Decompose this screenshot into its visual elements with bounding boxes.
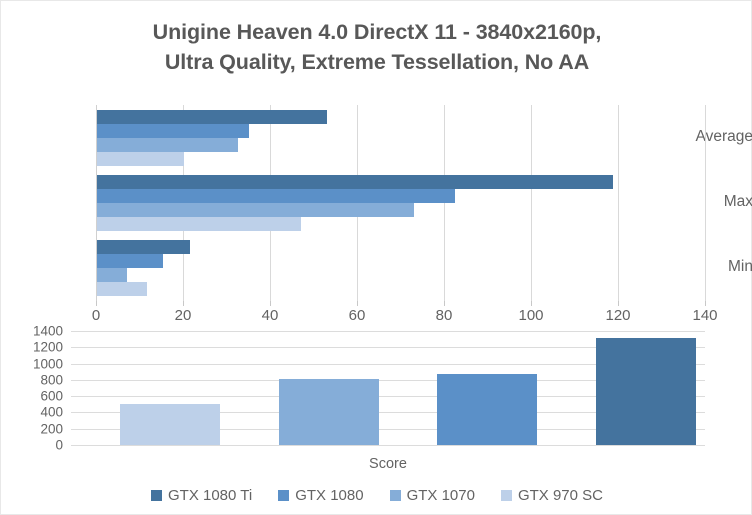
score-plot-area (71, 331, 705, 446)
fps-bar (97, 217, 302, 231)
score-bar (437, 373, 538, 445)
x-tickmark (270, 301, 271, 306)
fps-bar-panel: Average Max Min (1, 105, 752, 301)
x-tick-label: 40 (261, 307, 279, 324)
fps-category-label: Min (728, 258, 752, 276)
chart-title: Unigine Heaven 4.0 DirectX 11 - 3840x216… (1, 17, 752, 77)
score-y-tick-label: 1000 (32, 356, 63, 372)
fps-bar (97, 109, 327, 124)
score-y-axis: 1400 1200 1000 800 600 400 200 0 (1, 324, 63, 456)
x-tickmark (96, 301, 97, 306)
score-axis-title: Score (369, 456, 407, 472)
x-tickmark (444, 301, 445, 306)
legend-label: GTX 970 SC (517, 487, 603, 504)
gridline-horizontal (71, 445, 705, 446)
x-tickmark (357, 301, 358, 306)
fps-bar (97, 175, 613, 189)
gridline-vertical (705, 105, 706, 301)
legend-swatch-icon (150, 490, 162, 501)
score-y-tick-label: 400 (40, 404, 63, 420)
gridline-horizontal (71, 396, 705, 398)
score-y-tick-label: 200 (40, 421, 63, 437)
score-bar (120, 404, 221, 445)
gridline-horizontal (71, 331, 705, 332)
fps-bar (97, 189, 456, 203)
gridline-horizontal (71, 363, 705, 365)
chart-legend: GTX 1080 Ti GTX 1080 GTX 1070 GTX 970 SC (1, 487, 752, 504)
x-tickmark (183, 301, 184, 306)
score-bar (595, 338, 696, 445)
fps-bar (97, 137, 238, 152)
gridline-horizontal (71, 412, 705, 414)
score-y-tick-label: 1200 (32, 339, 63, 355)
gridline-vertical (618, 105, 619, 301)
x-tick-label: 140 (692, 307, 718, 324)
fps-bar (97, 268, 128, 283)
score-bar-panel: 1400 1200 1000 800 600 400 200 0 Score (1, 324, 752, 472)
legend-item[interactable]: GTX 1080 Ti (150, 487, 253, 504)
x-tick-label: 20 (174, 307, 192, 324)
legend-swatch-icon (500, 490, 512, 501)
x-tick-label: 100 (518, 307, 544, 324)
fps-category-label: Max (723, 193, 752, 210)
x-tickmark (618, 301, 619, 306)
x-tick-label: 120 (605, 307, 631, 324)
chart-title-line-2: Ultra Quality, Extreme Tessellation, No … (164, 50, 590, 74)
legend-item[interactable]: GTX 1080 (278, 487, 364, 504)
fps-bar (97, 254, 164, 269)
x-tickmark (705, 301, 706, 306)
legend-label: GTX 1080 Ti (167, 487, 253, 504)
fps-bar (97, 123, 250, 138)
legend-label: GTX 1080 (295, 487, 364, 504)
score-y-tick-label: 0 (55, 437, 63, 453)
chart-title-line-1: Unigine Heaven 4.0 DirectX 11 - 3840x216… (152, 20, 602, 44)
fps-x-axis: 0 20 40 60 80 100 120 140 (92, 301, 718, 327)
score-bar (278, 378, 379, 445)
fps-plot-area (96, 105, 706, 301)
gridline-horizontal (71, 347, 705, 349)
legend-item[interactable]: GTX 1070 (389, 487, 475, 504)
fps-bar (97, 240, 191, 255)
x-tick-label: 80 (435, 307, 453, 324)
x-tickmark (531, 301, 532, 306)
gridline-vertical (531, 105, 532, 301)
gridline-horizontal (71, 379, 705, 381)
x-tick-label: 60 (348, 307, 366, 324)
legend-label: GTX 1070 (406, 487, 475, 504)
gridline-vertical (96, 105, 97, 301)
x-tick-label: 0 (91, 307, 101, 324)
legend-swatch-icon (389, 490, 401, 501)
legend-item[interactable]: GTX 970 SC (500, 487, 603, 504)
score-y-tick-label: 1400 (32, 323, 63, 339)
gridline-vertical (444, 105, 445, 301)
fps-category-label: Average (695, 127, 752, 145)
gridline-horizontal (71, 428, 705, 430)
fps-bar (97, 151, 184, 166)
score-y-tick-label: 800 (40, 372, 63, 388)
fps-bar (97, 282, 147, 297)
legend-swatch-icon (278, 490, 290, 501)
fps-bar (97, 203, 414, 217)
score-y-tick-label: 600 (40, 388, 63, 404)
